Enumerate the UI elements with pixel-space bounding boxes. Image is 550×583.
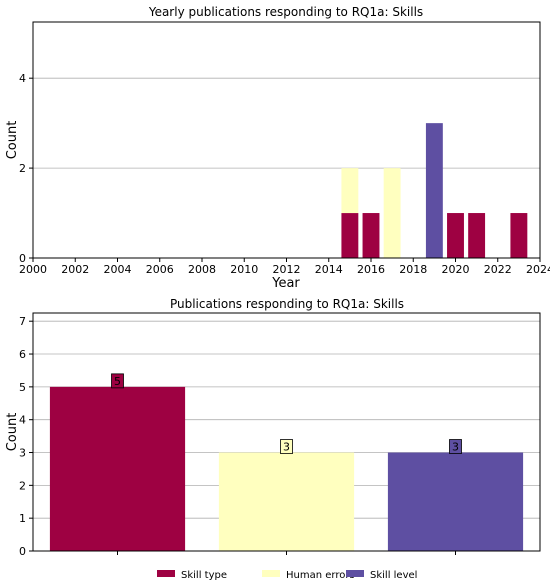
x-tick-label: 2024 [526, 263, 550, 276]
y-tick-label: 5 [19, 381, 26, 394]
yearly-publications-chart: Yearly publications responding to RQ1a: … [5, 5, 550, 291]
chart-title: Yearly publications responding to RQ1a: … [148, 5, 423, 19]
data-label: 3 [452, 441, 459, 454]
x-tick-label: 2016 [357, 263, 385, 276]
bar-skill-type [49, 386, 186, 551]
bar-skill-type [362, 213, 380, 258]
bars [49, 386, 524, 551]
y-tick-label: 0 [19, 545, 26, 558]
data-label: 5 [114, 375, 121, 388]
bar-skill-type [341, 213, 359, 258]
y-axis-label: Count [5, 413, 20, 452]
bar-skill-level [425, 123, 443, 259]
data-label: 3 [283, 441, 290, 454]
x-tick-label: 2012 [273, 263, 301, 276]
chart-title: Publications responding to RQ1a: Skills [170, 297, 404, 311]
y-tick-label: 6 [19, 348, 26, 361]
x-tick-label: 2018 [399, 263, 427, 276]
plot-frame [32, 21, 541, 259]
bars [341, 123, 528, 259]
bar-skill-type [468, 213, 486, 258]
x-tick-label: 2014 [315, 263, 343, 276]
legend-swatch [346, 570, 364, 577]
legend-swatch [262, 570, 280, 577]
bar-skill-type [447, 213, 464, 258]
y-tick-label: 2 [19, 479, 26, 492]
y-tick-label: 2 [19, 162, 26, 175]
legend-label: Skill level [370, 570, 417, 581]
plot-frame [32, 312, 541, 552]
gridlines [33, 77, 540, 169]
legend-label: Human errors [286, 570, 355, 581]
total-publications-chart: Publications responding to RQ1a: Skills … [5, 297, 541, 581]
axes: 0 1 2 3 4 5 6 7 [19, 312, 541, 558]
data-label-box [449, 439, 462, 454]
x-tick-label: 2010 [230, 263, 258, 276]
legend-swatch [157, 570, 175, 577]
x-tick-label: 2000 [19, 263, 47, 276]
bar-human-errors [383, 168, 401, 258]
y-tick-label: 3 [19, 447, 26, 460]
bar-human-errors [341, 168, 359, 214]
x-tick-label: 2020 [442, 263, 470, 276]
bar-skill-level [387, 452, 524, 551]
y-tick-label: 4 [19, 72, 26, 85]
bar-skill-type [510, 213, 528, 258]
legend: Skill type Human errors Skill level [157, 570, 417, 581]
legend-label: Skill type [181, 570, 227, 581]
x-axis-label: Year [271, 276, 300, 291]
data-label-box [111, 373, 124, 389]
x-tick-label: 2008 [188, 263, 216, 276]
x-tick-label: 2022 [484, 263, 512, 276]
x-tick-label: 2002 [61, 263, 89, 276]
bar-human-errors [218, 452, 355, 551]
data-labels: 5 3 3 [111, 373, 462, 454]
y-axis-label: Count [5, 121, 20, 160]
axes: 0 2 4 2000 2002 2004 2006 2008 2010 2012 2014 2016 2… [19, 21, 550, 276]
x-tick-label: 2006 [146, 263, 174, 276]
y-tick-label: 1 [19, 512, 26, 525]
y-tick-label: 7 [19, 315, 26, 328]
x-tick-label: 2004 [104, 263, 132, 276]
y-tick-label: 4 [19, 414, 26, 427]
y-tick-label: 0 [19, 252, 26, 265]
data-label-box [280, 439, 293, 454]
